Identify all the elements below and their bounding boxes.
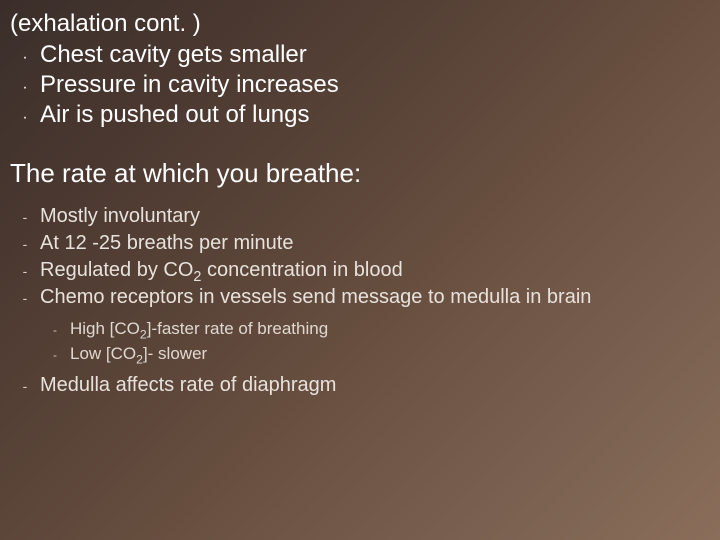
section2-list-cont: - Medulla affects rate of diaphragm bbox=[10, 372, 702, 399]
bullet-dash-icon: - bbox=[10, 377, 40, 396]
list-item: · Air is pushed out of lungs bbox=[10, 100, 702, 130]
bullet-dash-icon: - bbox=[40, 347, 70, 364]
list-item-text: Low [CO2]- slower bbox=[70, 342, 207, 367]
bullet-dot-icon: · bbox=[10, 108, 40, 128]
list-item-text: Mostly involuntary bbox=[40, 203, 200, 230]
list-item: · Pressure in cavity increases bbox=[10, 70, 702, 100]
bullet-dash-icon: - bbox=[10, 235, 40, 254]
bullet-dash-icon: - bbox=[10, 289, 40, 308]
list-item: - Regulated by CO2 concentration in bloo… bbox=[10, 257, 702, 284]
bullet-dot-icon: · bbox=[10, 78, 40, 98]
slide: (exhalation cont. ) · Chest cavity gets … bbox=[10, 10, 702, 530]
bullet-dash-icon: - bbox=[40, 322, 70, 339]
list-item-text: Medulla affects rate of diaphragm bbox=[40, 372, 336, 399]
list-item-text: Pressure in cavity increases bbox=[40, 70, 339, 100]
list-item: - Medulla affects rate of diaphragm bbox=[10, 372, 702, 399]
list-item: - Chemo receptors in vessels send messag… bbox=[10, 284, 702, 311]
list-item: · Chest cavity gets smaller bbox=[10, 40, 702, 70]
list-item: - Low [CO2]- slower bbox=[40, 342, 702, 367]
list-item: - High [CO2]-faster rate of breathing bbox=[40, 317, 702, 342]
list-item-text: Regulated by CO2 concentration in blood bbox=[40, 257, 403, 284]
section2-sublist: - High [CO2]-faster rate of breathing - … bbox=[40, 317, 702, 366]
list-item-text: Chest cavity gets smaller bbox=[40, 40, 307, 70]
bullet-dot-icon: · bbox=[10, 48, 40, 68]
list-item: - Mostly involuntary bbox=[10, 203, 702, 230]
list-item: - At 12 -25 breaths per minute bbox=[10, 230, 702, 257]
list-item-text: Air is pushed out of lungs bbox=[40, 100, 310, 130]
section2-heading: The rate at which you breathe: bbox=[10, 158, 702, 189]
section1-list: · Chest cavity gets smaller · Pressure i… bbox=[10, 40, 702, 130]
bullet-dash-icon: - bbox=[10, 208, 40, 227]
section1-heading: (exhalation cont. ) bbox=[10, 10, 702, 38]
section2-list: - Mostly involuntary - At 12 -25 breaths… bbox=[10, 203, 702, 311]
list-item-text: Chemo receptors in vessels send message … bbox=[40, 284, 591, 311]
bullet-dash-icon: - bbox=[10, 262, 40, 281]
list-item-text: At 12 -25 breaths per minute bbox=[40, 230, 293, 257]
list-item-text: High [CO2]-faster rate of breathing bbox=[70, 317, 328, 342]
